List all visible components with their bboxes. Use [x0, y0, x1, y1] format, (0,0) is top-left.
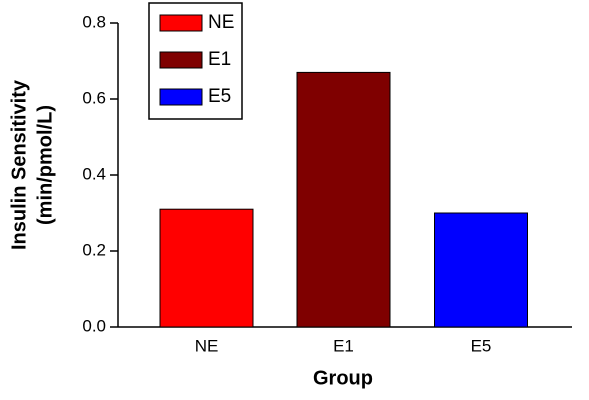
y-axis-title-line1: Insulin Sensitivity [8, 79, 30, 250]
legend-label: NE [208, 12, 234, 33]
bar [296, 71, 391, 328]
legend-label: E1 [208, 49, 231, 70]
x-tick-label: NE [195, 336, 219, 355]
bar [434, 212, 528, 328]
x-tick-label: E5 [471, 336, 492, 355]
y-tick-label: 0.6 [82, 88, 106, 107]
y-tick-label: 0.8 [82, 12, 106, 31]
legend-swatch [159, 88, 203, 106]
y-tick-label: 0.0 [82, 316, 106, 335]
bar [159, 208, 254, 328]
y-tick-label: 0.2 [82, 240, 106, 259]
legend-swatch [159, 51, 203, 69]
legend-label: E5 [208, 86, 231, 107]
y-axis-title-line2: (min/pmol/L) [34, 105, 56, 225]
y-tick-label: 0.4 [82, 164, 106, 183]
legend-swatch [159, 14, 203, 32]
x-axis-title: Group [313, 367, 373, 389]
x-tick-label: E1 [333, 336, 354, 355]
